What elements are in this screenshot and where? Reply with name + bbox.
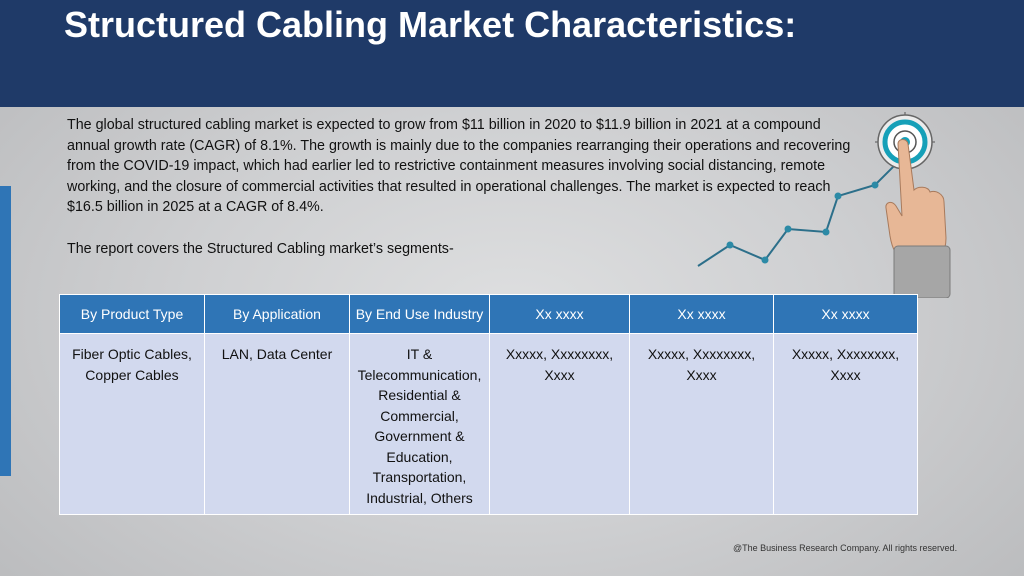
table-cell: LAN, Data Center <box>204 333 350 515</box>
table-cell: Xxxxx, Xxxxxxxx, Xxxx <box>773 333 918 515</box>
page-title: Structured Cabling Market Characteristic… <box>64 4 797 45</box>
header-cell: Xx xxxx <box>489 294 630 334</box>
title-bar: Structured Cabling Market Characteristic… <box>0 0 1024 107</box>
table-row: Fiber Optic Cables, Copper Cables LAN, D… <box>59 333 918 515</box>
header-cell: By End Use Industry <box>349 294 490 334</box>
growth-graphic <box>697 112 951 298</box>
pointing-hand-icon <box>885 139 951 298</box>
table-cell: Fiber Optic Cables, Copper Cables <box>59 333 205 515</box>
intro-paragraph: The global structured cabling market is … <box>67 117 851 215</box>
table-cell: Xxxxx, Xxxxxxxx, Xxxx <box>629 333 774 515</box>
growth-chart-icon <box>697 151 909 267</box>
table-header-row: By Product Type By Application By End Us… <box>59 294 918 334</box>
header-cell: By Application <box>204 294 350 334</box>
table-cell: IT & Telecommunication, Residential & Co… <box>349 333 490 515</box>
table-cell: Xxxxx, Xxxxxxxx, Xxxx <box>489 333 630 515</box>
copyright-footer: @The Business Research Company. All righ… <box>733 543 958 553</box>
header-cell: Xx xxxx <box>773 294 918 334</box>
header-cell: Xx xxxx <box>629 294 774 334</box>
segments-table: By Product Type By Application By End Us… <box>59 294 918 515</box>
header-cell: By Product Type <box>59 294 205 334</box>
left-accent-bar <box>0 186 11 476</box>
segments-intro: The report covers the Structured Cabling… <box>67 241 454 257</box>
